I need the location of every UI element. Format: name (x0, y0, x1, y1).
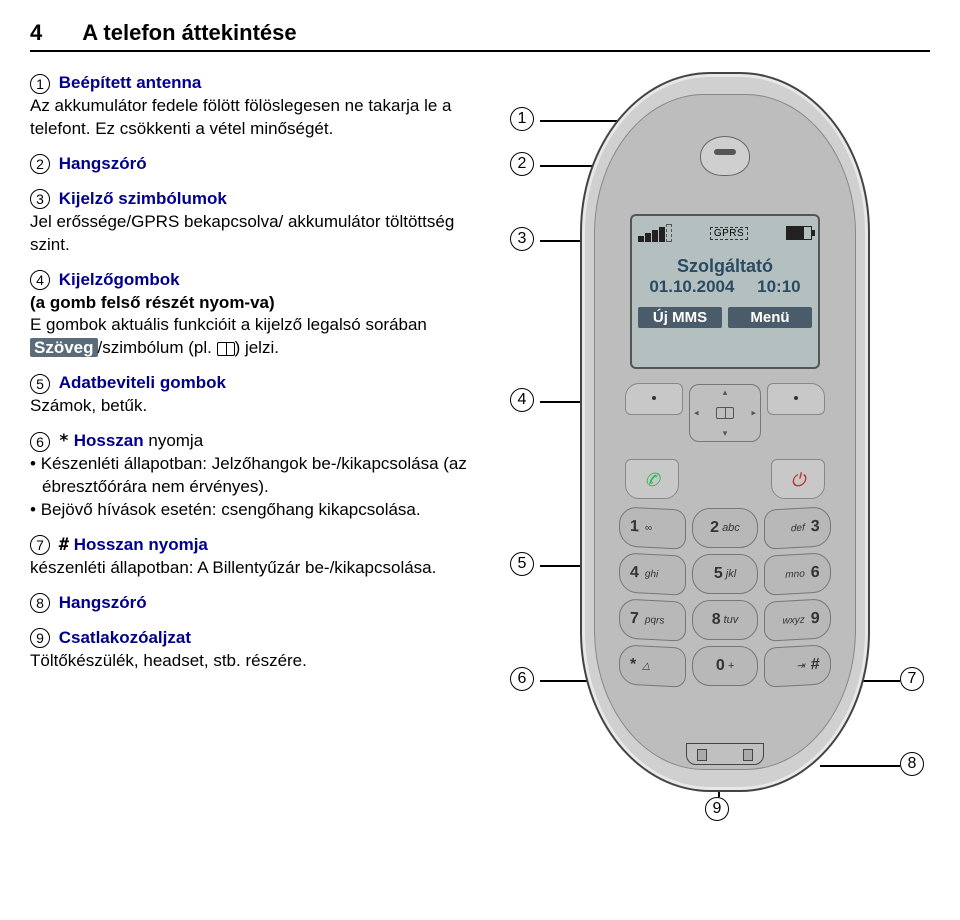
hash-symbol: # (59, 535, 69, 555)
signal-icon (638, 224, 672, 242)
item-2: 2 Hangszóró (30, 153, 480, 176)
item-4-sub: (a gomb felső részét nyom-va) (30, 293, 275, 312)
item-9-text: Töltőkészülék, headset, stb. részére. (30, 650, 480, 673)
item-7-marker: 7 (30, 535, 50, 555)
item-1: 1 Beépített antenna Az akkumulátor fedel… (30, 72, 480, 141)
item-8-head: Hangszóró (59, 593, 147, 612)
item-8-marker: 8 (30, 593, 50, 613)
key-6: mno6 (764, 552, 831, 595)
key-hash: ⇥# (764, 644, 831, 687)
item-5-marker: 5 (30, 374, 50, 394)
date-label: 01.10.2004 (649, 277, 734, 297)
item-9-marker: 9 (30, 628, 50, 648)
item-5-head: Adatbeviteli gombok (59, 373, 226, 392)
nav-cluster: ▴▾◂▸ ✆ ⏻ (625, 379, 825, 499)
item-6-b2: Bejövő hívások esetén: csengőhang kikapc… (30, 499, 480, 522)
item-7: 7 # Hosszan nyomja készenléti állapotban… (30, 534, 480, 580)
book-icon (217, 342, 235, 356)
callout-1: 1 (510, 107, 538, 131)
screen-text-tag: Szöveg (30, 338, 98, 357)
key-9: wxyz9 (764, 598, 831, 641)
item-4-head: Kijelzőgombok (59, 270, 180, 289)
item-5: 5 Adatbeviteli gombok Számok, betűk. (30, 372, 480, 418)
item-7-head: Hosszan nyomja (74, 535, 208, 554)
item-9: 9 Csatlakozóaljzat Töltőkészülék, headse… (30, 627, 480, 673)
item-5-text: Számok, betűk. (30, 395, 480, 418)
item-6: 6 * Hosszan nyomja Készenléti állapotban… (30, 430, 480, 522)
key-1: 1∞ (619, 506, 686, 549)
item-3-marker: 3 (30, 189, 50, 209)
item-4: 4 Kijelzőgombok (a gomb felső részét nyo… (30, 269, 480, 361)
phone-speaker (700, 136, 750, 176)
connector-port (686, 743, 764, 765)
item-6-head: Hosszan (74, 431, 144, 450)
soft-button-right (767, 383, 825, 415)
item-6-marker: 6 (30, 432, 50, 452)
dpad: ▴▾◂▸ (689, 384, 761, 442)
callout-8: 8 (900, 752, 928, 776)
item-8: 8 Hangszóró (30, 592, 480, 615)
key-8: 8 tuv (692, 600, 759, 640)
key-2: 2 abc (692, 508, 759, 548)
end-button: ⏻ (771, 459, 825, 499)
key-7: 7pqrs (619, 598, 686, 641)
item-3: 3 Kijelző szimbólumok Jel erőssége/GPRS … (30, 188, 480, 257)
phone-diagram-column: 1 2 3 4 5 6 7 8 9 (500, 72, 930, 685)
key-0: 0 + (692, 646, 759, 686)
key-4: 4ghi (619, 552, 686, 595)
item-1-head: Beépített antenna (59, 73, 202, 92)
item-3-text: Jel erőssége/GPRS bekapcsolva/ akkumulát… (30, 211, 480, 257)
item-7-text: készenléti állapotban: A Billentyűzár be… (30, 557, 480, 580)
item-6-b1: Készenléti állapotban: Jelzőhangok be-/k… (30, 453, 480, 499)
time-label: 10:10 (757, 277, 800, 297)
callout-4: 4 (510, 388, 538, 412)
call-button: ✆ (625, 459, 679, 499)
keypad: 1∞ 2 abc def3 4ghi 5 jkl mno6 7pqrs 8 tu… (619, 508, 831, 686)
callout-5: 5 (510, 552, 538, 576)
description-column: 1 Beépített antenna Az akkumulátor fedel… (30, 72, 480, 685)
provider-label: Szolgáltató (638, 256, 812, 277)
item-4-marker: 4 (30, 270, 50, 290)
book-icon (716, 407, 734, 419)
star-symbol: * (59, 431, 69, 451)
page-header: 4 A telefon áttekintése (30, 20, 930, 52)
item-1-marker: 1 (30, 74, 50, 94)
callout-9: 9 (705, 797, 733, 821)
item-4-text: E gombok aktuális funkcióit a kijelző le… (30, 314, 480, 360)
phone-screen: GPRS Szolgáltató 01.10.2004 10:10 Új MMS… (630, 214, 820, 369)
callout-6: 6 (510, 667, 538, 691)
softkey-right: Menü (728, 307, 812, 328)
item-2-head: Hangszóró (59, 154, 147, 173)
gprs-indicator: GPRS (710, 227, 748, 240)
callout-3: 3 (510, 227, 538, 251)
page-title: A telefon áttekintése (82, 20, 296, 46)
softkey-left: Új MMS (638, 307, 722, 328)
item-2-marker: 2 (30, 154, 50, 174)
page-number: 4 (30, 20, 42, 46)
item-3-head: Kijelző szimbólumok (59, 189, 227, 208)
callout-7: 7 (900, 667, 928, 691)
key-3: def3 (764, 506, 831, 549)
soft-button-left (625, 383, 683, 415)
callout-2: 2 (510, 152, 538, 176)
item-9-head: Csatlakozóaljzat (59, 628, 191, 647)
phone-illustration: GPRS Szolgáltató 01.10.2004 10:10 Új MMS… (580, 72, 870, 792)
key-5: 5 jkl (692, 554, 759, 594)
status-bar: GPRS (638, 222, 812, 244)
battery-icon (786, 226, 812, 240)
item-1-text: Az akkumulátor fedele fölött fölöslegese… (30, 95, 480, 141)
key-star: *△ (619, 644, 686, 687)
